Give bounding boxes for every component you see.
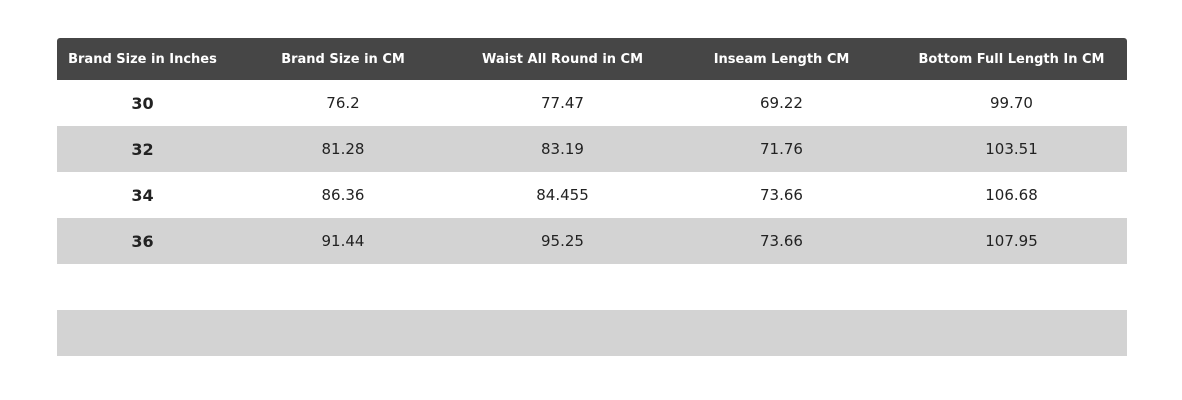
measure-cell: 69.22 xyxy=(760,94,803,112)
measure-cell: 103.51 xyxy=(896,126,1127,172)
table-row: 34 86.36 84.455 73.66 106.68 xyxy=(57,172,1127,218)
header-cell: Brand Size in Inches xyxy=(57,38,228,80)
measure-cell: 76.2 xyxy=(326,94,360,112)
empty-cell xyxy=(57,264,1127,310)
measure-cell: 86.36 xyxy=(321,186,365,204)
measure-cell: 73.66 xyxy=(760,186,803,204)
measure-cell: 83.19 xyxy=(458,126,667,172)
measure-cell: 99.70 xyxy=(990,94,1033,112)
table-row: 32 81.28 83.19 71.76 103.51 xyxy=(57,126,1127,172)
header-row: Brand Size in Inches Brand Size in CM Wais… xyxy=(57,38,1127,80)
size-table: Brand Size in Inches Brand Size in CM Wais… xyxy=(57,38,1127,356)
table-body: 30 76.2 77.47 69.22 99.70 32 81.28 83.19 71.76 10… xyxy=(57,80,1127,356)
measure-cell: 84.455 xyxy=(536,186,589,204)
measure-cell: 95.25 xyxy=(458,218,667,264)
measure-cell: 73.66 xyxy=(667,218,896,264)
measure-cell: 77.47 xyxy=(541,94,584,112)
empty-cell xyxy=(57,310,1127,356)
empty-row xyxy=(57,310,1127,356)
header-cell: Bottom Full Length In CM xyxy=(896,38,1127,80)
size-cell: 36 xyxy=(57,218,228,264)
header-cell: Brand Size in CM xyxy=(228,38,458,80)
table-header: Brand Size in Inches Brand Size in CM Wais… xyxy=(57,38,1127,80)
table-row: 30 76.2 77.47 69.22 99.70 xyxy=(57,80,1127,126)
header-cell: Waist All Round in CM xyxy=(458,38,667,80)
header-cell: Inseam Length CM xyxy=(667,38,896,80)
size-cell: 32 xyxy=(57,126,228,172)
table-row: 36 91.44 95.25 73.66 107.95 xyxy=(57,218,1127,264)
measure-cell: 71.76 xyxy=(667,126,896,172)
measure-cell: 107.95 xyxy=(896,218,1127,264)
measure-cell: 91.44 xyxy=(228,218,458,264)
measure-cell: 81.28 xyxy=(228,126,458,172)
size-cell: 30 xyxy=(131,93,154,113)
empty-row xyxy=(57,264,1127,310)
measure-cell: 106.68 xyxy=(985,186,1038,204)
size-cell: 34 xyxy=(131,185,154,205)
